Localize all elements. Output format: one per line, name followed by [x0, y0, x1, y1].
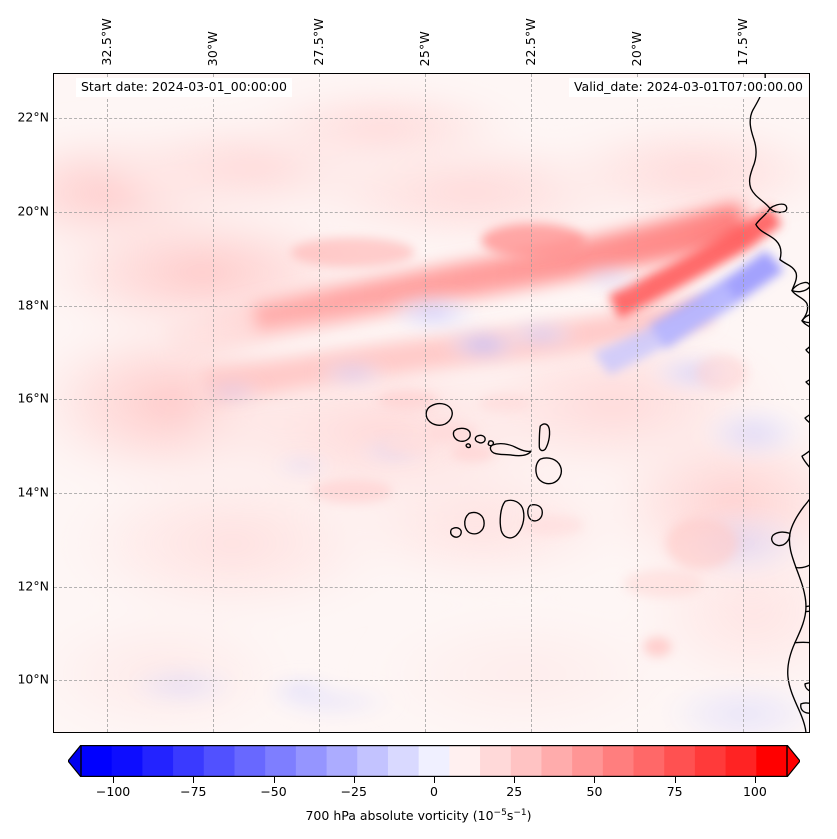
longitude-tick-label: 27.5°W [310, 18, 326, 66]
valid-date-label: Valid_date: 2024-03-01T07:00:00.00 [568, 78, 808, 97]
colorbar-extend-low [68, 745, 82, 777]
longitude-tick-5: 20°W [625, 0, 647, 66]
latitude-tick-1: 20°N [17, 203, 49, 219]
colorbar-tick-8 [754, 777, 756, 783]
colorbar-tick-0 [113, 777, 115, 783]
colorbar-tick-label-1: −75 [180, 784, 207, 799]
gridline-meridian-5 [637, 74, 639, 732]
colorbar-band-0 [81, 745, 113, 777]
colorbar-tick-label-7: 75 [666, 784, 683, 799]
colorbar-tick-label-6: 50 [586, 784, 603, 799]
latitude-tick-0: 22°N [17, 109, 49, 125]
start-date-label: Start date: 2024-03-01_00:00:00 [76, 78, 292, 97]
gridline-parallel-5 [54, 586, 809, 588]
colorbar-band-4 [203, 745, 236, 777]
map-inner [54, 74, 809, 732]
colorbar[interactable] [68, 745, 800, 777]
gridline-parallel-0 [54, 118, 809, 120]
colorbar-band-12 [449, 745, 481, 777]
colorbar-band-17 [602, 745, 635, 777]
colorbar-band-20 [694, 745, 727, 777]
colorbar-band-21 [725, 745, 757, 777]
colorbar-band-10 [387, 745, 420, 777]
colorbar-band-8 [326, 745, 358, 777]
colorbar-tick-label-4: 0 [430, 784, 438, 799]
colorbar-tick-7 [674, 777, 676, 783]
colorbar-tick-4 [434, 777, 435, 783]
colorbar-region: −100 −75 −50 −25 0 25 50 75 100 700 hPa absolute… [0, 742, 837, 839]
colorbar-band-16 [572, 745, 604, 777]
map-axes[interactable]: Start date: 2024-03-01_00:00:00 Valid_da… [53, 73, 810, 733]
colorbar-band-19 [664, 745, 696, 777]
longitude-tick-label: 32.5°W [98, 18, 114, 66]
gridline-meridian-4 [531, 74, 533, 732]
longitude-tick-4: 22.5°W [519, 0, 541, 66]
colorbar-tick-label-3: −25 [340, 784, 367, 799]
colorbar-band-7 [295, 745, 328, 777]
colorbar-tick-label-0: −100 [95, 784, 131, 799]
longitude-tick-label: 20°W [628, 30, 644, 66]
longitude-tick-label: 30°W [204, 30, 220, 66]
colorbar-gradient [68, 745, 800, 777]
colorbar-tick-2 [273, 777, 275, 783]
colorbar-band-15 [541, 745, 573, 777]
longitude-tick-label: 17.5°W [734, 18, 750, 66]
latitude-tick-2: 18°N [17, 297, 49, 313]
latitude-tick-3: 16°N [17, 390, 49, 406]
gridline-meridian-1 [213, 74, 215, 732]
latitude-tick-5: 12°N [17, 578, 49, 594]
latitude-tick-4: 14°N [17, 484, 49, 500]
colorbar-band-11 [418, 745, 450, 777]
colorbar-band-1 [111, 745, 143, 777]
colorbar-title-text: 700 hPa absolute vorticity (10−5s−1) [305, 808, 532, 824]
longitude-tick-3: 25°W [413, 0, 435, 66]
latitude-tick-6: 10°N [17, 671, 49, 687]
longitude-tick-6: 17.5°W [731, 0, 753, 66]
longitude-tick-2: 27.5°W [307, 0, 329, 66]
colorbar-band-2 [142, 745, 174, 777]
gridline-parallel-6 [54, 680, 809, 682]
colorbar-title: 700 hPa absolute vorticity (10−5s−1) [0, 808, 837, 823]
longitude-tick-1: 30°W [201, 0, 223, 66]
gridline-parallel-2 [54, 305, 809, 307]
colorbar-band-22 [756, 745, 788, 777]
colorbar-outline [80, 745, 788, 777]
colorbar-tick-6 [594, 777, 596, 783]
colorbar-extend-high [786, 745, 800, 777]
colorbar-band-13 [480, 745, 512, 777]
colorbar-tick-1 [193, 777, 195, 783]
gridline-parallel-4 [54, 492, 809, 494]
vorticity-field [54, 74, 809, 732]
colorbar-band-5 [234, 745, 266, 777]
longitude-tick-label: 22.5°W [522, 18, 538, 66]
gridline-meridian-6 [743, 74, 745, 732]
gridline-parallel-3 [54, 399, 809, 401]
colorbar-band-6 [265, 745, 297, 777]
gridline-meridian-3 [425, 74, 427, 732]
longitude-tick-label: 25°W [416, 30, 432, 66]
colorbar-tick-label-8: 100 [742, 784, 767, 799]
colorbar-band-14 [510, 745, 543, 777]
colorbar-tick-label-5: 25 [506, 784, 523, 799]
longitude-tick-0: 32.5°W [95, 0, 117, 66]
gridline-parallel-1 [54, 212, 809, 214]
colorbar-tick-3 [353, 777, 355, 783]
gridline-meridian-0 [107, 74, 108, 732]
gridline-meridian-2 [319, 74, 321, 732]
colorbar-tick-label-2: −50 [260, 784, 287, 799]
colorbar-band-9 [357, 745, 389, 777]
colorbar-tick-5 [514, 777, 516, 783]
colorbar-band-18 [633, 745, 665, 777]
colorbar-band-3 [173, 745, 205, 777]
